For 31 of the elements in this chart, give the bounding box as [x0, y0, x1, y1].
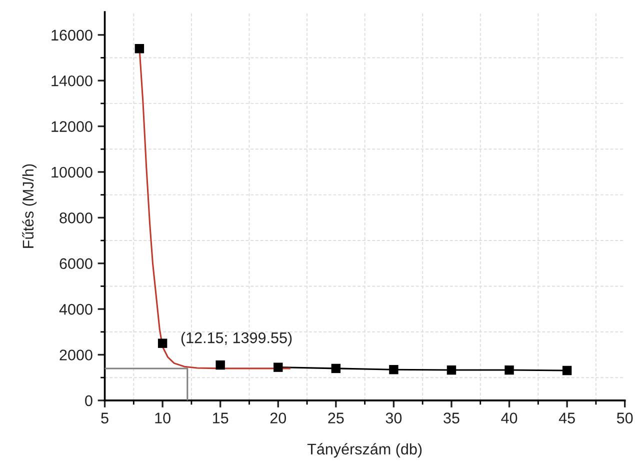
point	[134, 44, 144, 54]
x-tick-label: 5	[101, 412, 108, 424]
x-tick-label: 45	[558, 412, 575, 424]
y-tick-label: 2000	[60, 350, 92, 360]
x-tick-label: 30	[386, 412, 402, 424]
x-tick-label: 15	[213, 412, 228, 424]
y-tick-label: 12000	[52, 121, 92, 132]
x-tick-label: 10	[155, 412, 170, 424]
point	[331, 364, 341, 374]
y-tick-label: 10000	[52, 166, 92, 178]
y-tick-label: 16000	[52, 30, 92, 41]
point	[562, 366, 572, 376]
x-tick-label: 40	[501, 412, 518, 424]
point	[274, 362, 283, 372]
y-tick-label: 14000	[52, 75, 92, 86]
x-axis-title: Tányérszám (db)	[307, 443, 422, 458]
y-axis-title: Fűtés (MJ/h)	[22, 164, 37, 248]
point	[389, 364, 398, 374]
y-tick-label: 6000	[60, 258, 92, 270]
point	[216, 360, 225, 370]
point	[158, 338, 168, 348]
x-tick-label: 50	[616, 412, 633, 424]
x-tick-label: 35	[444, 412, 460, 424]
y-tick-label: 0	[85, 395, 92, 406]
annotation: (12.15; 1399.55)	[181, 332, 292, 346]
point	[446, 365, 456, 375]
x-tick-label: 25	[328, 412, 344, 424]
y-tick-label: 4000	[59, 304, 92, 315]
point	[504, 365, 514, 375]
x-tick-label: 20	[270, 412, 286, 424]
y-tick-label: 8000	[60, 212, 92, 224]
